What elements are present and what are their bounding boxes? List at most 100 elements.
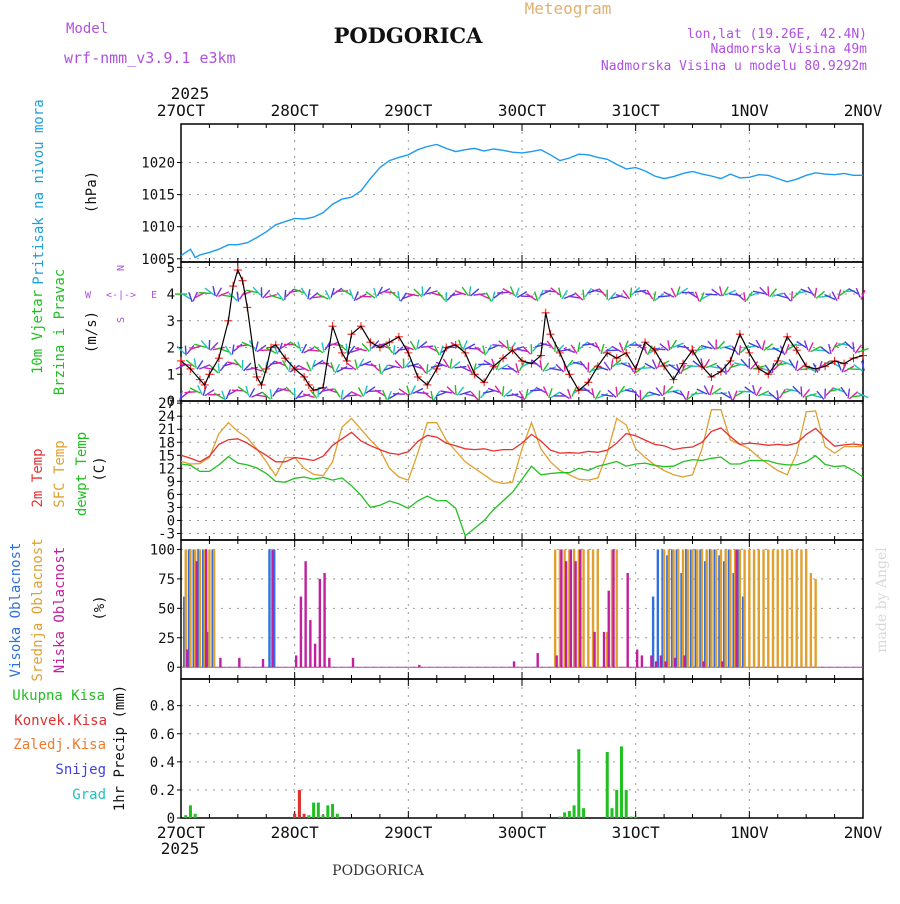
wind-ytick-label: 5: [167, 260, 175, 276]
time-label-bottom: 29OCT: [384, 823, 433, 842]
precip-legend-total: Ukupna Kisa: [12, 688, 105, 704]
wind-direction-arrow: [427, 364, 428, 374]
temperature-frame: [181, 401, 863, 540]
wind-direction-arrow: [246, 386, 248, 396]
wind-direction-arrow: [678, 288, 687, 294]
cloud-bar: [213, 549, 215, 667]
precip-bar: [620, 746, 623, 818]
cloud-bar: [663, 549, 665, 667]
cloud-bar: [710, 549, 712, 667]
wind-direction-arrow: [801, 386, 802, 396]
pressure-ytick-label: 1015: [141, 188, 175, 204]
precip-unit: 1hr Precip (mm): [112, 685, 128, 811]
wind-direction-arrow: [450, 294, 462, 296]
compass-cross: <-|->: [106, 290, 136, 301]
time-label-top: 29OCT: [384, 101, 433, 120]
cloud-ytick-label: 100: [150, 542, 175, 558]
wind-direction-arrow: [817, 391, 824, 399]
precip-bar: [293, 814, 296, 818]
wind-direction-arrow: [630, 288, 631, 298]
cloud-bar: [795, 549, 797, 667]
precip-ytick-label: 0: [167, 811, 175, 827]
pressure-unit: (hPa): [84, 171, 100, 213]
wind-direction-arrow: [431, 391, 433, 401]
time-label-top: 31OCT: [612, 101, 661, 120]
wind-direction-arrow: [853, 342, 854, 352]
wind-direction-arrow: [438, 292, 445, 300]
wind-direction-arrow: [616, 387, 617, 397]
cloud-bar: [587, 549, 589, 667]
cloud-bar: [597, 549, 599, 667]
wind-direction-arrow: [499, 341, 507, 348]
wind-direction-arrow: [495, 386, 501, 395]
wind-direction-arrow: [312, 360, 315, 370]
cloud-label-2: Srednja Oblacnost: [30, 538, 46, 681]
year-label-bottom: 2025: [161, 839, 200, 858]
cloud-bar: [418, 665, 420, 667]
cloud-bar: [660, 655, 662, 667]
wind-direction-arrow: [379, 364, 380, 374]
time-label-top: 30OCT: [498, 101, 547, 120]
pressure-line: [181, 145, 863, 258]
cloud-ytick-label: 25: [158, 631, 175, 647]
wind-direction-arrow: [447, 293, 455, 301]
cloud-bar: [668, 549, 670, 667]
wind-direction-arrow: [237, 345, 249, 347]
wind-direction-arrow: [684, 345, 692, 353]
wind-direction-arrow: [422, 286, 423, 296]
cloud-bar: [677, 549, 679, 667]
sfc-temp-line: [181, 410, 863, 484]
wind-direction-arrow: [680, 391, 686, 400]
cloud-bar: [682, 549, 684, 667]
cloud-bar: [319, 579, 321, 667]
wind-direction-arrow: [331, 288, 334, 298]
wind-direction-arrow: [743, 346, 755, 348]
cloud-bar: [758, 549, 760, 667]
wind-direction-arrow: [341, 368, 353, 369]
precip-bar: [303, 814, 306, 818]
precip-ytick-label: 0.2: [150, 783, 175, 799]
wind-direction-arrow: [540, 360, 542, 370]
wind-direction-arrow: [580, 361, 587, 369]
wind-direction-arrow: [497, 292, 509, 293]
precip-bar: [189, 805, 192, 818]
time-label-top: 1NOV: [730, 101, 769, 120]
wind-direction-arrow: [793, 291, 801, 299]
cloud-bar: [655, 661, 657, 667]
wind-direction-arrow: [815, 288, 817, 298]
pressure-frame: [181, 124, 863, 262]
cloud-bar: [696, 549, 698, 667]
model-altitude-info: Nadmorska Visina u modelu 80.9292m: [601, 59, 867, 74]
precip-legend-frozen: Zaledj.Kisa: [13, 737, 106, 753]
wind-direction-arrow: [358, 359, 363, 368]
precip-bar: [573, 805, 576, 818]
cloud-bar: [720, 549, 722, 667]
wind-direction-arrow: [677, 286, 680, 296]
cloud-bar: [814, 579, 816, 667]
wind-frame: [181, 262, 863, 401]
wind-direction-arrow: [388, 391, 392, 401]
wind-direction-arrow: [691, 393, 703, 394]
pressure-ytick-label: 1020: [141, 156, 175, 172]
cloud-bar: [513, 661, 515, 667]
time-label-bottom: 30OCT: [498, 823, 547, 842]
cloud-frame: [181, 540, 863, 679]
precip-bar: [184, 815, 187, 818]
temperature-ytick-label: 27: [158, 396, 175, 412]
wind-direction-arrow: [398, 291, 400, 301]
cloud-bar: [687, 549, 689, 667]
wind-direction-arrow: [612, 346, 622, 352]
wind-direction-arrow: [428, 365, 436, 373]
cloud-unit: (%): [92, 595, 108, 620]
precip-ytick-label: 0.8: [150, 699, 175, 715]
wind-direction-arrow: [450, 359, 452, 369]
wind-direction-arrow: [739, 345, 740, 355]
precip-panel: 00.20.40.60.8: [150, 679, 863, 827]
cloud-bar: [612, 549, 614, 667]
cloud-bar: [636, 650, 638, 668]
cloud-bar: [314, 644, 316, 668]
cloud-bar: [271, 549, 273, 667]
